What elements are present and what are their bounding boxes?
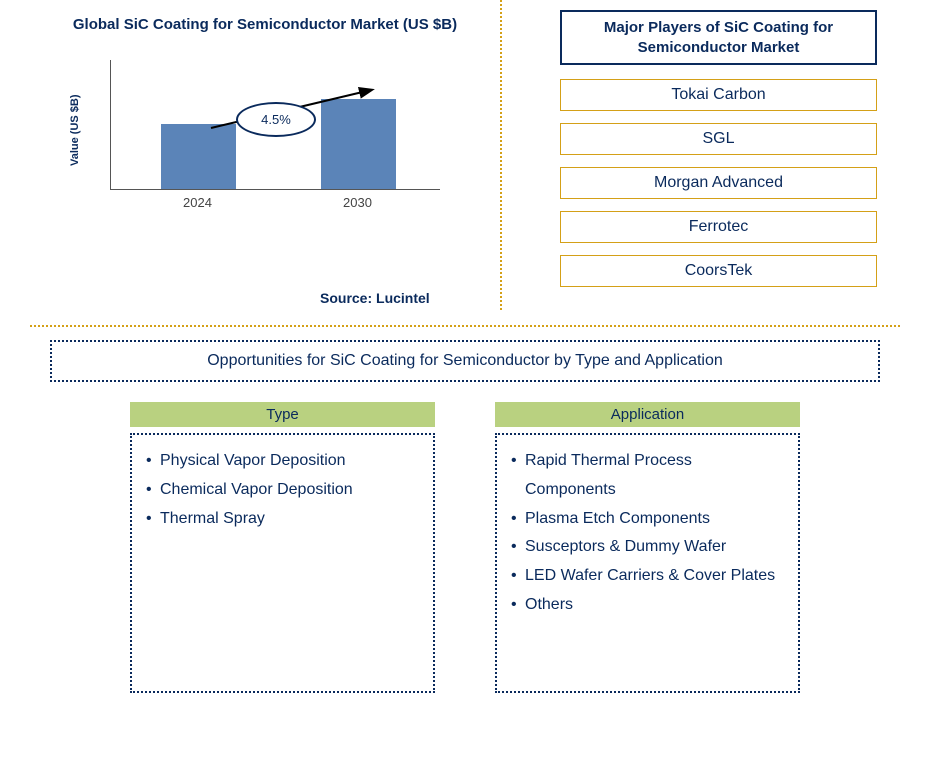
horizontal-divider xyxy=(30,325,900,327)
column-header: Type xyxy=(130,402,435,427)
column-item: Physical Vapor Deposition xyxy=(146,447,419,476)
infographic-root: Global SiC Coating for Semiconductor Mar… xyxy=(0,0,937,764)
column-box: Physical Vapor DepositionChemical Vapor … xyxy=(130,433,435,693)
column-item: Others xyxy=(511,591,784,620)
top-row: Global SiC Coating for Semiconductor Mar… xyxy=(0,0,937,320)
opportunities-columns: Type Physical Vapor DepositionChemical Va… xyxy=(50,402,880,693)
player-box: CoorsTek xyxy=(560,255,877,287)
chart-area: Value (US $B) 4.5% xyxy=(80,50,460,230)
column-item: Susceptors & Dummy Wafer xyxy=(511,533,784,562)
column-box: Rapid Thermal Process ComponentsPlasma E… xyxy=(495,433,800,693)
column-item: LED Wafer Carriers & Cover Plates xyxy=(511,562,784,591)
opportunity-column: Type Physical Vapor DepositionChemical Va… xyxy=(130,402,435,693)
opportunities-section: Opportunities for SiC Coating for Semico… xyxy=(50,340,880,693)
chart-title: Global SiC Coating for Semiconductor Mar… xyxy=(40,15,490,35)
players-title: Major Players of SiC Coating for Semicon… xyxy=(560,10,877,65)
x-tick-1: 2030 xyxy=(320,195,395,210)
column-header: Application xyxy=(495,402,800,427)
chart-plot: 4.5% xyxy=(110,60,440,190)
x-tick-0: 2024 xyxy=(160,195,235,210)
source-text: Source: Lucintel xyxy=(320,290,430,306)
growth-label: 4.5% xyxy=(261,112,291,127)
column-item: Thermal Spray xyxy=(146,505,419,534)
players-panel: Major Players of SiC Coating for Semicon… xyxy=(500,0,937,320)
opportunity-column: Application Rapid Thermal Process Compone… xyxy=(495,402,800,693)
opportunities-header: Opportunities for SiC Coating for Semico… xyxy=(50,340,880,382)
column-item: Plasma Etch Components xyxy=(511,505,784,534)
column-item: Chemical Vapor Deposition xyxy=(146,476,419,505)
player-box: Morgan Advanced xyxy=(560,167,877,199)
growth-bubble: 4.5% xyxy=(236,102,316,137)
player-box: SGL xyxy=(560,123,877,155)
player-box: Ferrotec xyxy=(560,211,877,243)
chart-panel: Global SiC Coating for Semiconductor Mar… xyxy=(0,0,500,320)
vertical-divider xyxy=(500,0,502,310)
player-box: Tokai Carbon xyxy=(560,79,877,111)
y-axis-label: Value (US $B) xyxy=(69,94,81,166)
column-item: Rapid Thermal Process Components xyxy=(511,447,784,505)
players-list: Tokai Carbon SGL Morgan Advanced Ferrotec Co… xyxy=(560,79,877,287)
